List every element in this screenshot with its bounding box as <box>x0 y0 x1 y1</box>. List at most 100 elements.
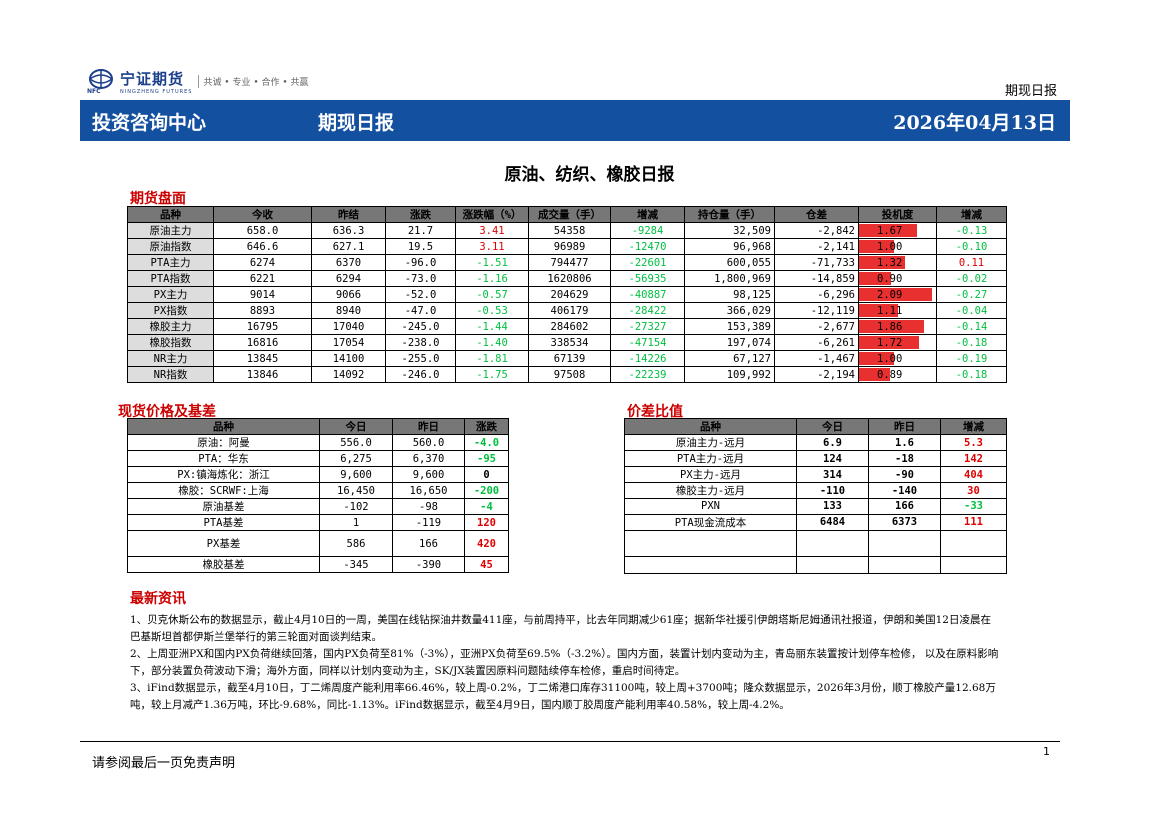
table-row: 原油指数 646.6 627.1 19.5 3.11 96989 -12470 96,968-… <box>127 238 1007 255</box>
change-cell: 5.3 <box>940 434 1007 451</box>
table-row: 原油主力-远月 6.9 1.6 5.3 <box>624 434 1007 451</box>
header-cell: 品种 <box>127 418 320 435</box>
change-cell: -47.0 <box>385 302 456 319</box>
report-type-label: 期现日报 <box>1004 84 1057 99</box>
banner-department: 投资咨询中心 <box>92 112 207 134</box>
speculation-change-cell: -0.13 <box>936 222 1007 239</box>
yesterday-cell: -98 <box>392 498 465 515</box>
prev-settle-cell: 627.1 <box>311 238 386 255</box>
change-cell: 30 <box>940 482 1007 499</box>
page-number: 1 <box>1043 745 1050 758</box>
speculation-bar <box>859 272 891 285</box>
volume-cell: 96989 <box>528 238 611 255</box>
product-name-cell: PX:镇海炼化：浙江 <box>127 466 320 483</box>
prev-settle-cell: 8940 <box>311 302 386 319</box>
table-row <box>624 555 1007 574</box>
yesterday-cell: 9,600 <box>392 466 465 483</box>
table-row: PX主力 9014 9066 -52.0 -0.57 204629 -40887 98,125… <box>127 286 1007 303</box>
banner-report-name: 期现日报 <box>318 112 395 134</box>
product-name-cell: 橡胶：SCRWF:上海 <box>127 482 320 499</box>
futures-section-title: 期货盘面 <box>130 191 186 207</box>
speculation-bar <box>859 224 918 237</box>
volume-change-cell: -27327 <box>610 318 685 335</box>
volume-change-cell: -28422 <box>610 302 685 319</box>
close-cell: 13845 <box>213 350 312 367</box>
change-cell: -246.0 <box>385 366 456 383</box>
table-row: 橡胶指数 16816 17054 -238.0 -1.40 338534 -47154 197… <box>127 334 1007 351</box>
today-cell: 6.9 <box>796 434 869 451</box>
speculation-change-cell: -0.18 <box>936 366 1007 383</box>
close-cell: 16816 <box>213 334 312 351</box>
change-cell: -33 <box>940 498 1007 515</box>
table-row <box>624 529 1007 557</box>
speculation-change-cell: -0.18 <box>936 334 1007 351</box>
product-name-cell: NR指数 <box>127 366 214 383</box>
change-pct-cell: -1.16 <box>455 270 529 287</box>
close-cell: 13846 <box>213 366 312 383</box>
change-cell: 111 <box>940 513 1007 531</box>
logo-abbr: NFC <box>87 88 101 95</box>
table-row: PTA指数 6221 6294 -73.0 -1.16 1620806 -56935 1,80… <box>127 270 1007 287</box>
change-pct-cell: -1.44 <box>455 318 529 335</box>
oi-change-cell: -14,859 <box>774 270 859 287</box>
header-cell: 投机度 <box>858 206 937 223</box>
today-cell: 124 <box>796 450 869 467</box>
yesterday-cell <box>868 555 941 574</box>
today-cell: 9,600 <box>319 466 393 483</box>
table-row: PX基差 586 166 420 <box>127 530 509 557</box>
product-name-cell: NR主力 <box>127 350 214 367</box>
today-cell: 314 <box>796 466 869 483</box>
today-cell <box>796 555 869 574</box>
header-cell: 涨跌幅（%） <box>455 206 529 223</box>
close-cell: 9014 <box>213 286 312 303</box>
change-pct-cell: 3.41 <box>455 222 529 239</box>
change-cell: 21.7 <box>385 222 456 239</box>
change-pct-cell: -0.57 <box>455 286 529 303</box>
change-cell: -238.0 <box>385 334 456 351</box>
open-interest-cell: 32,509 <box>684 222 775 239</box>
prev-settle-cell: 6370 <box>311 254 386 271</box>
news-item: 3、iFind数据显示，截至4月10日，丁二烯周度产能利用率66.46%，较上周… <box>130 682 996 711</box>
company-name: 宁证期货 <box>120 69 185 88</box>
volume-change-cell: -22601 <box>610 254 685 271</box>
speculation-cell: 1.72 <box>858 334 937 351</box>
volume-change-cell: -56935 <box>610 270 685 287</box>
header-cell: 昨日 <box>868 418 941 435</box>
news-item: 1、贝克休斯公布的数据显示，截止4月10日的一周，美国在线钻探油井数量411座，… <box>130 614 991 643</box>
product-name-cell: 橡胶指数 <box>127 334 214 351</box>
change-pct-cell: -1.51 <box>455 254 529 271</box>
product-name-cell: PTA主力-远月 <box>624 450 797 467</box>
futures-header-row: 品种 今收 昨结 涨跌 涨跌幅（%） 成交量（手） 增减 持仓量（手） 仓差 投机度 增减 <box>127 206 1007 223</box>
volume-change-cell: -9284 <box>610 222 685 239</box>
volume-change-cell: -12470 <box>610 238 685 255</box>
close-cell: 6221 <box>213 270 312 287</box>
spread-header-row: 品种 今日 昨日 增减 <box>624 418 1007 435</box>
table-row: 橡胶基差 -345 -390 45 <box>127 556 509 573</box>
product-name-cell: PX基差 <box>127 530 320 557</box>
spot-section-title: 现货价格及基差 <box>118 404 216 420</box>
speculation-cell: 1.00 <box>858 350 937 367</box>
volume-cell: 67139 <box>528 350 611 367</box>
product-name-cell <box>624 529 797 557</box>
company-en: NINGZHENG FUTURES <box>120 88 193 95</box>
table-row: PX:镇海炼化：浙江 9,600 9,600 0 <box>127 466 509 483</box>
yesterday-cell: 166 <box>392 530 465 557</box>
change-cell: -200 <box>464 482 509 499</box>
speculation-bar <box>859 304 898 317</box>
yesterday-cell: 6,370 <box>392 450 465 467</box>
speculation-cell: 1.11 <box>858 302 937 319</box>
change-cell: -4 <box>464 498 509 515</box>
spread-section-title: 价差比值 <box>627 404 683 420</box>
header-cell: 增减 <box>936 206 1007 223</box>
speculation-bar <box>859 336 920 349</box>
speculation-value: 1.86 <box>877 320 903 333</box>
speculation-cell: 0.89 <box>858 366 937 383</box>
volume-cell: 54358 <box>528 222 611 239</box>
news-section-title: 最新资讯 <box>130 591 186 607</box>
product-name-cell <box>624 555 797 574</box>
open-interest-cell: 98,125 <box>684 286 775 303</box>
volume-cell: 338534 <box>528 334 611 351</box>
yesterday-cell: 1.6 <box>868 434 941 451</box>
product-name-cell: 原油主力-远月 <box>624 434 797 451</box>
product-name-cell: PTA现金流成本 <box>624 513 797 531</box>
